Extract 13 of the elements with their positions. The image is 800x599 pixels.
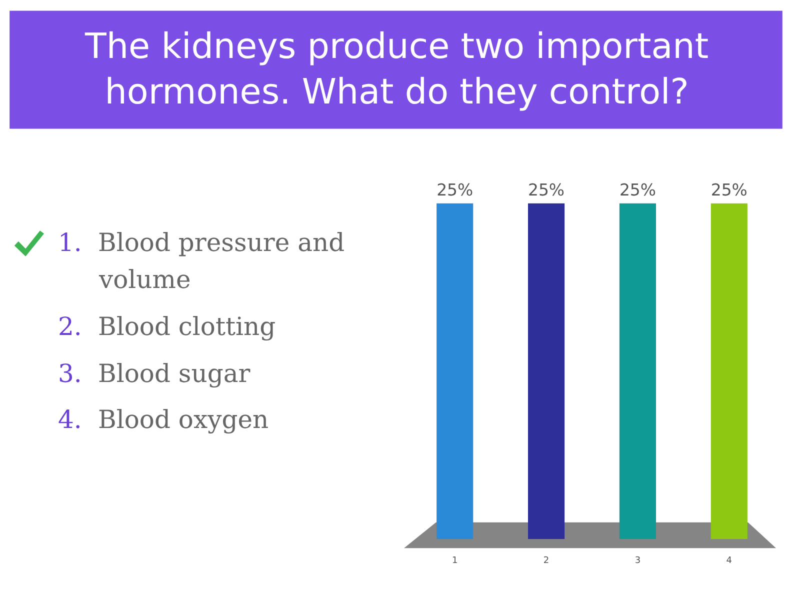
- x-tick-label: 2: [543, 556, 550, 566]
- chart-title: The kidneys produce two important hormones. What do they control?: [84, 27, 709, 112]
- data-label: 25%: [528, 180, 565, 200]
- text: 4. Blood oxygen: [58, 405, 269, 434]
- x-tick-label: 3: [634, 556, 641, 566]
- x-tick-label: 1: [452, 556, 458, 566]
- text: 3. Blood sugar: [58, 359, 250, 388]
- x-tick-label: 4: [726, 556, 732, 566]
- data-label: 25%: [619, 180, 656, 200]
- text: 2. Blood clotting: [58, 312, 276, 341]
- data-label: 25%: [436, 180, 474, 200]
- text: 1. Blood pressure and volume: [58, 228, 345, 294]
- data-label: 25%: [710, 180, 748, 200]
